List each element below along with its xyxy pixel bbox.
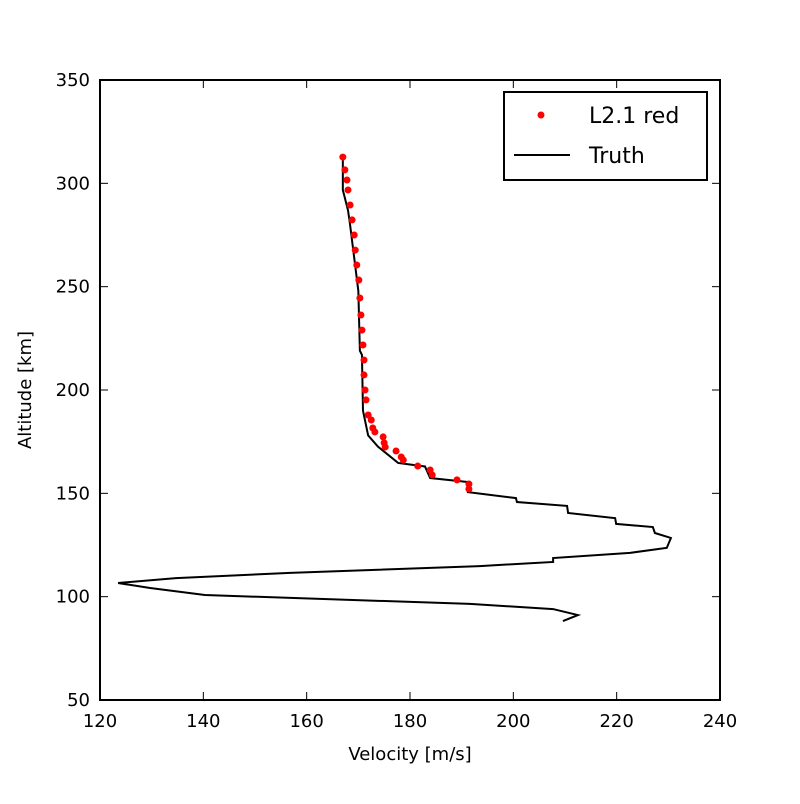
x-tick-label: 180 [393, 711, 427, 732]
data-point [381, 443, 389, 451]
data-point [353, 261, 361, 269]
data-point [343, 176, 351, 184]
x-tick-label: 140 [186, 711, 220, 732]
data-point [392, 447, 400, 455]
data-point [453, 476, 461, 484]
x-tick-label: 200 [496, 711, 530, 732]
data-point [465, 485, 473, 493]
legend-label: Truth [588, 144, 645, 169]
data-point [346, 201, 354, 209]
data-point [465, 480, 473, 488]
truth-line [117, 157, 673, 622]
legend-marker [537, 111, 545, 119]
y-axis-label: Altitude [km] [15, 331, 36, 449]
data-point [428, 471, 436, 479]
data-point [344, 186, 352, 194]
data-point [359, 341, 367, 349]
data-point [341, 166, 349, 174]
data-point [357, 311, 365, 319]
y-tick-label: 50 [67, 690, 90, 711]
x-tick-label: 160 [289, 711, 323, 732]
x-tick-label: 240 [703, 711, 737, 732]
data-point [360, 371, 368, 379]
y-tick-label: 300 [56, 173, 90, 194]
data-point [339, 153, 347, 161]
x-tick-label: 120 [83, 711, 117, 732]
data-point [350, 231, 358, 239]
data-point [351, 246, 359, 254]
y-tick-label: 350 [56, 70, 90, 91]
legend-box [503, 91, 708, 181]
data-point [371, 428, 379, 436]
y-tick-label: 250 [56, 277, 90, 298]
data-point [348, 216, 356, 224]
data-point [361, 386, 369, 394]
x-axis-label: Velocity [m/s] [348, 744, 471, 765]
data-point [358, 326, 366, 334]
data-point [399, 456, 407, 464]
y-tick-label: 100 [56, 587, 90, 608]
y-tick-label: 150 [56, 483, 90, 504]
data-point [362, 396, 370, 404]
x-tick-label: 220 [599, 711, 633, 732]
data-point [379, 433, 387, 441]
data-point [360, 356, 368, 364]
legend-label: L2.1 red [589, 104, 679, 129]
plot-frame [99, 79, 721, 701]
data-point [414, 462, 422, 470]
data-point [367, 416, 375, 424]
y-tick-label: 200 [56, 380, 90, 401]
data-point [355, 276, 363, 284]
data-point [356, 294, 364, 302]
